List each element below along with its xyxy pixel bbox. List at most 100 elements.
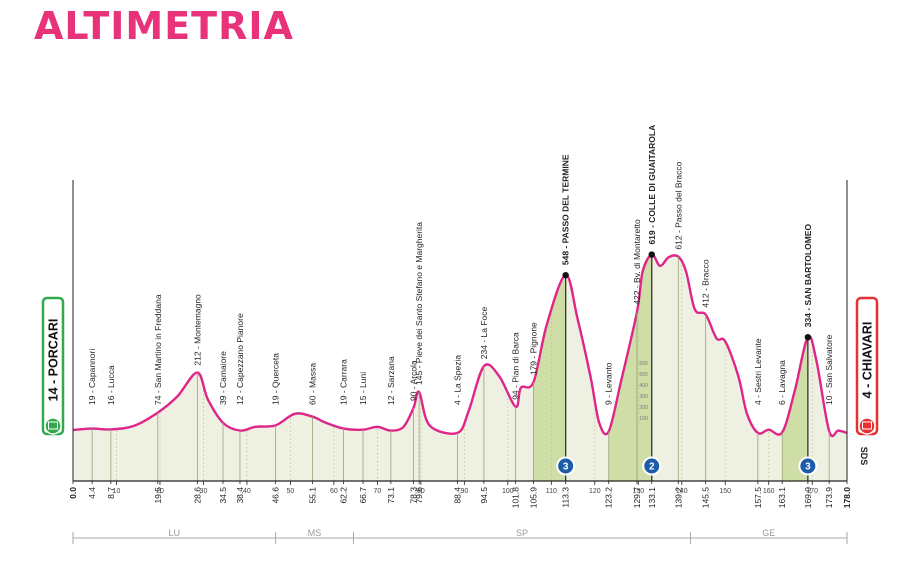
- distance-tick-label: 73.1: [386, 487, 396, 504]
- climb-category-badge: [556, 456, 576, 476]
- waypoint-label: 15 - Luni: [358, 372, 368, 405]
- sds-logo: SDS: [859, 447, 869, 466]
- km-mark-label: 80: [417, 488, 425, 495]
- distance-tick-label: 88.4: [452, 487, 462, 504]
- waypoint-label: 19 - Querceta: [271, 353, 281, 405]
- distance-tick-label: 173.9: [824, 487, 834, 509]
- km-mark-label: 170: [806, 488, 818, 495]
- profile-area-layer: [73, 254, 847, 481]
- climb-category-badge: [642, 456, 662, 476]
- distance-tick-label: 0.0: [68, 487, 78, 499]
- distance-tick-label: 129.7: [632, 487, 642, 509]
- distance-tick-label: 4.4: [87, 487, 97, 499]
- km-mark-label: 120: [589, 488, 601, 495]
- region-bar: LU MS SP GE: [72, 528, 848, 544]
- km-mark-label: 110: [546, 488, 557, 495]
- profile-area: [73, 254, 847, 481]
- region-label: SP: [516, 528, 528, 538]
- distance-tick-label: 123.2: [604, 487, 614, 509]
- km-mark-label: 40: [243, 488, 251, 495]
- waypoint-label: 16 - Lucca: [106, 365, 116, 405]
- km-mark-label: 10: [113, 488, 121, 495]
- waypoint-label: 4 - Sestri Levante: [753, 338, 763, 405]
- summit-dot: [804, 334, 812, 341]
- climb-category-badge: [798, 456, 818, 476]
- distance-tick-label: 169.0: [803, 487, 813, 509]
- distance-tick-label: 38.4: [235, 487, 245, 504]
- km-mark-label: 20: [156, 488, 164, 495]
- distance-tick-label: 78.3: [408, 487, 418, 504]
- distance-tick-label: 163.1: [777, 487, 787, 509]
- region-label: MS: [308, 528, 322, 538]
- waypoints-layer: 19 - Capannori 16 - Lucca 74 - San Martino…: [87, 125, 834, 481]
- distance-tick-label: 66.7: [358, 487, 368, 504]
- distance-tick-label: 157.5: [753, 487, 763, 509]
- start-flag-icon-detail: [48, 421, 58, 430]
- mini-scale-label: 400: [639, 383, 648, 389]
- waypoint-label: 10 - San Salvatore: [824, 334, 834, 405]
- waypoint-label: 619 - COLLE DI GUAITAROLA: [647, 125, 657, 245]
- km-mark-label: 90: [460, 488, 468, 495]
- km-mark-label: 160: [763, 488, 775, 495]
- profile-line: [72, 253, 848, 438]
- km-mark-label: 70: [373, 488, 381, 495]
- distance-axis: 10 20 30 40 50 60 70 80 90 100 110 120 130 140 150 160 1…: [68, 180, 852, 508]
- waypoint-label: 6 - Lavagna: [777, 360, 787, 405]
- climb-category-number: 3: [563, 462, 569, 473]
- finish-marker: 4 - CHIAVARI: [855, 296, 879, 436]
- climb-category-number: 2: [649, 462, 655, 473]
- waypoint-label: 179 - Pignone: [528, 322, 538, 375]
- distance-tick-label: 94.5: [479, 487, 489, 504]
- waypoint-label: 12 - Capezzano Pianore: [235, 313, 245, 405]
- mini-scale-label: 300: [639, 394, 648, 400]
- waypoint-label: 39 - Camaiore: [218, 351, 228, 405]
- distance-tick-label: 34.5: [218, 487, 228, 504]
- waypoint-label: 334 - SAN BARTOLOMEO: [803, 224, 813, 328]
- km-mark-label: 140: [676, 488, 688, 495]
- finish-flag-icon: [858, 417, 876, 435]
- mini-scale-label: 200: [639, 405, 648, 411]
- climb-area: [533, 275, 566, 481]
- marker-label: 4 - CHIAVARI: [861, 322, 875, 399]
- waypoint-label: 19 - Carrara: [338, 359, 348, 405]
- distance-tick-label: 105.9: [528, 487, 538, 509]
- summit-dot: [648, 251, 655, 258]
- distance-tick-label: 178.0: [842, 487, 852, 509]
- mini-scale-label: 500: [639, 372, 648, 378]
- summit-dot: [562, 271, 569, 279]
- distance-tick-label: 145.5: [701, 487, 711, 509]
- waypoint-label: 422 - Bv. di Montaretto: [632, 219, 642, 305]
- waypoint-label: 9 - Levanto: [604, 362, 614, 405]
- distance-tick-label: 101.8: [511, 487, 521, 509]
- sds-logo-text: SDS: [859, 447, 869, 466]
- distance-tick-label: 62.2: [338, 487, 348, 504]
- region-label: GE: [762, 528, 775, 538]
- waypoint-label: 74 - San Martino in Freddana: [153, 294, 163, 405]
- km-mark-label: 130: [632, 488, 644, 495]
- km-mark-label: 60: [330, 488, 338, 495]
- distance-tick-label: 8.7: [106, 487, 116, 499]
- distance-tick-label: 139.2: [673, 487, 683, 509]
- waypoint-label: 548 - PASSO DEL TERMINE: [561, 154, 571, 265]
- waypoint-label: 94 - Pian di Barca: [511, 332, 521, 400]
- distance-tick-label: 79.6: [414, 487, 424, 504]
- distance-tick-label: 113.3: [561, 487, 571, 508]
- distance-tick-label: 46.6: [271, 487, 281, 504]
- distance-tick-label: 133.1: [647, 487, 657, 509]
- region-label: LU: [169, 528, 181, 538]
- km-mark-label: 30: [200, 488, 208, 495]
- marker-label: 14 - PORCARI: [47, 319, 61, 402]
- waypoint-label: 612 - Passo del Bracco: [673, 161, 683, 249]
- waypoint-label: 412 - Bracco: [701, 259, 711, 307]
- mini-scale-label: 600: [639, 361, 648, 367]
- waypoint-label: 234 - La Foce: [479, 306, 489, 359]
- profile-line-layer: [72, 253, 848, 438]
- km-mark-label: 150: [719, 488, 731, 495]
- waypoint-label: 145 - Pieve dei Santo Stefano e Margheri…: [414, 222, 424, 385]
- start-flag-icon: [44, 417, 62, 435]
- waypoint-label: 212 - Montemagno: [192, 294, 202, 366]
- distance-tick-label: 28.6: [192, 487, 202, 504]
- waypoint-label: 90 - Arcola: [408, 360, 418, 401]
- km-grid-layer: [116, 265, 813, 481]
